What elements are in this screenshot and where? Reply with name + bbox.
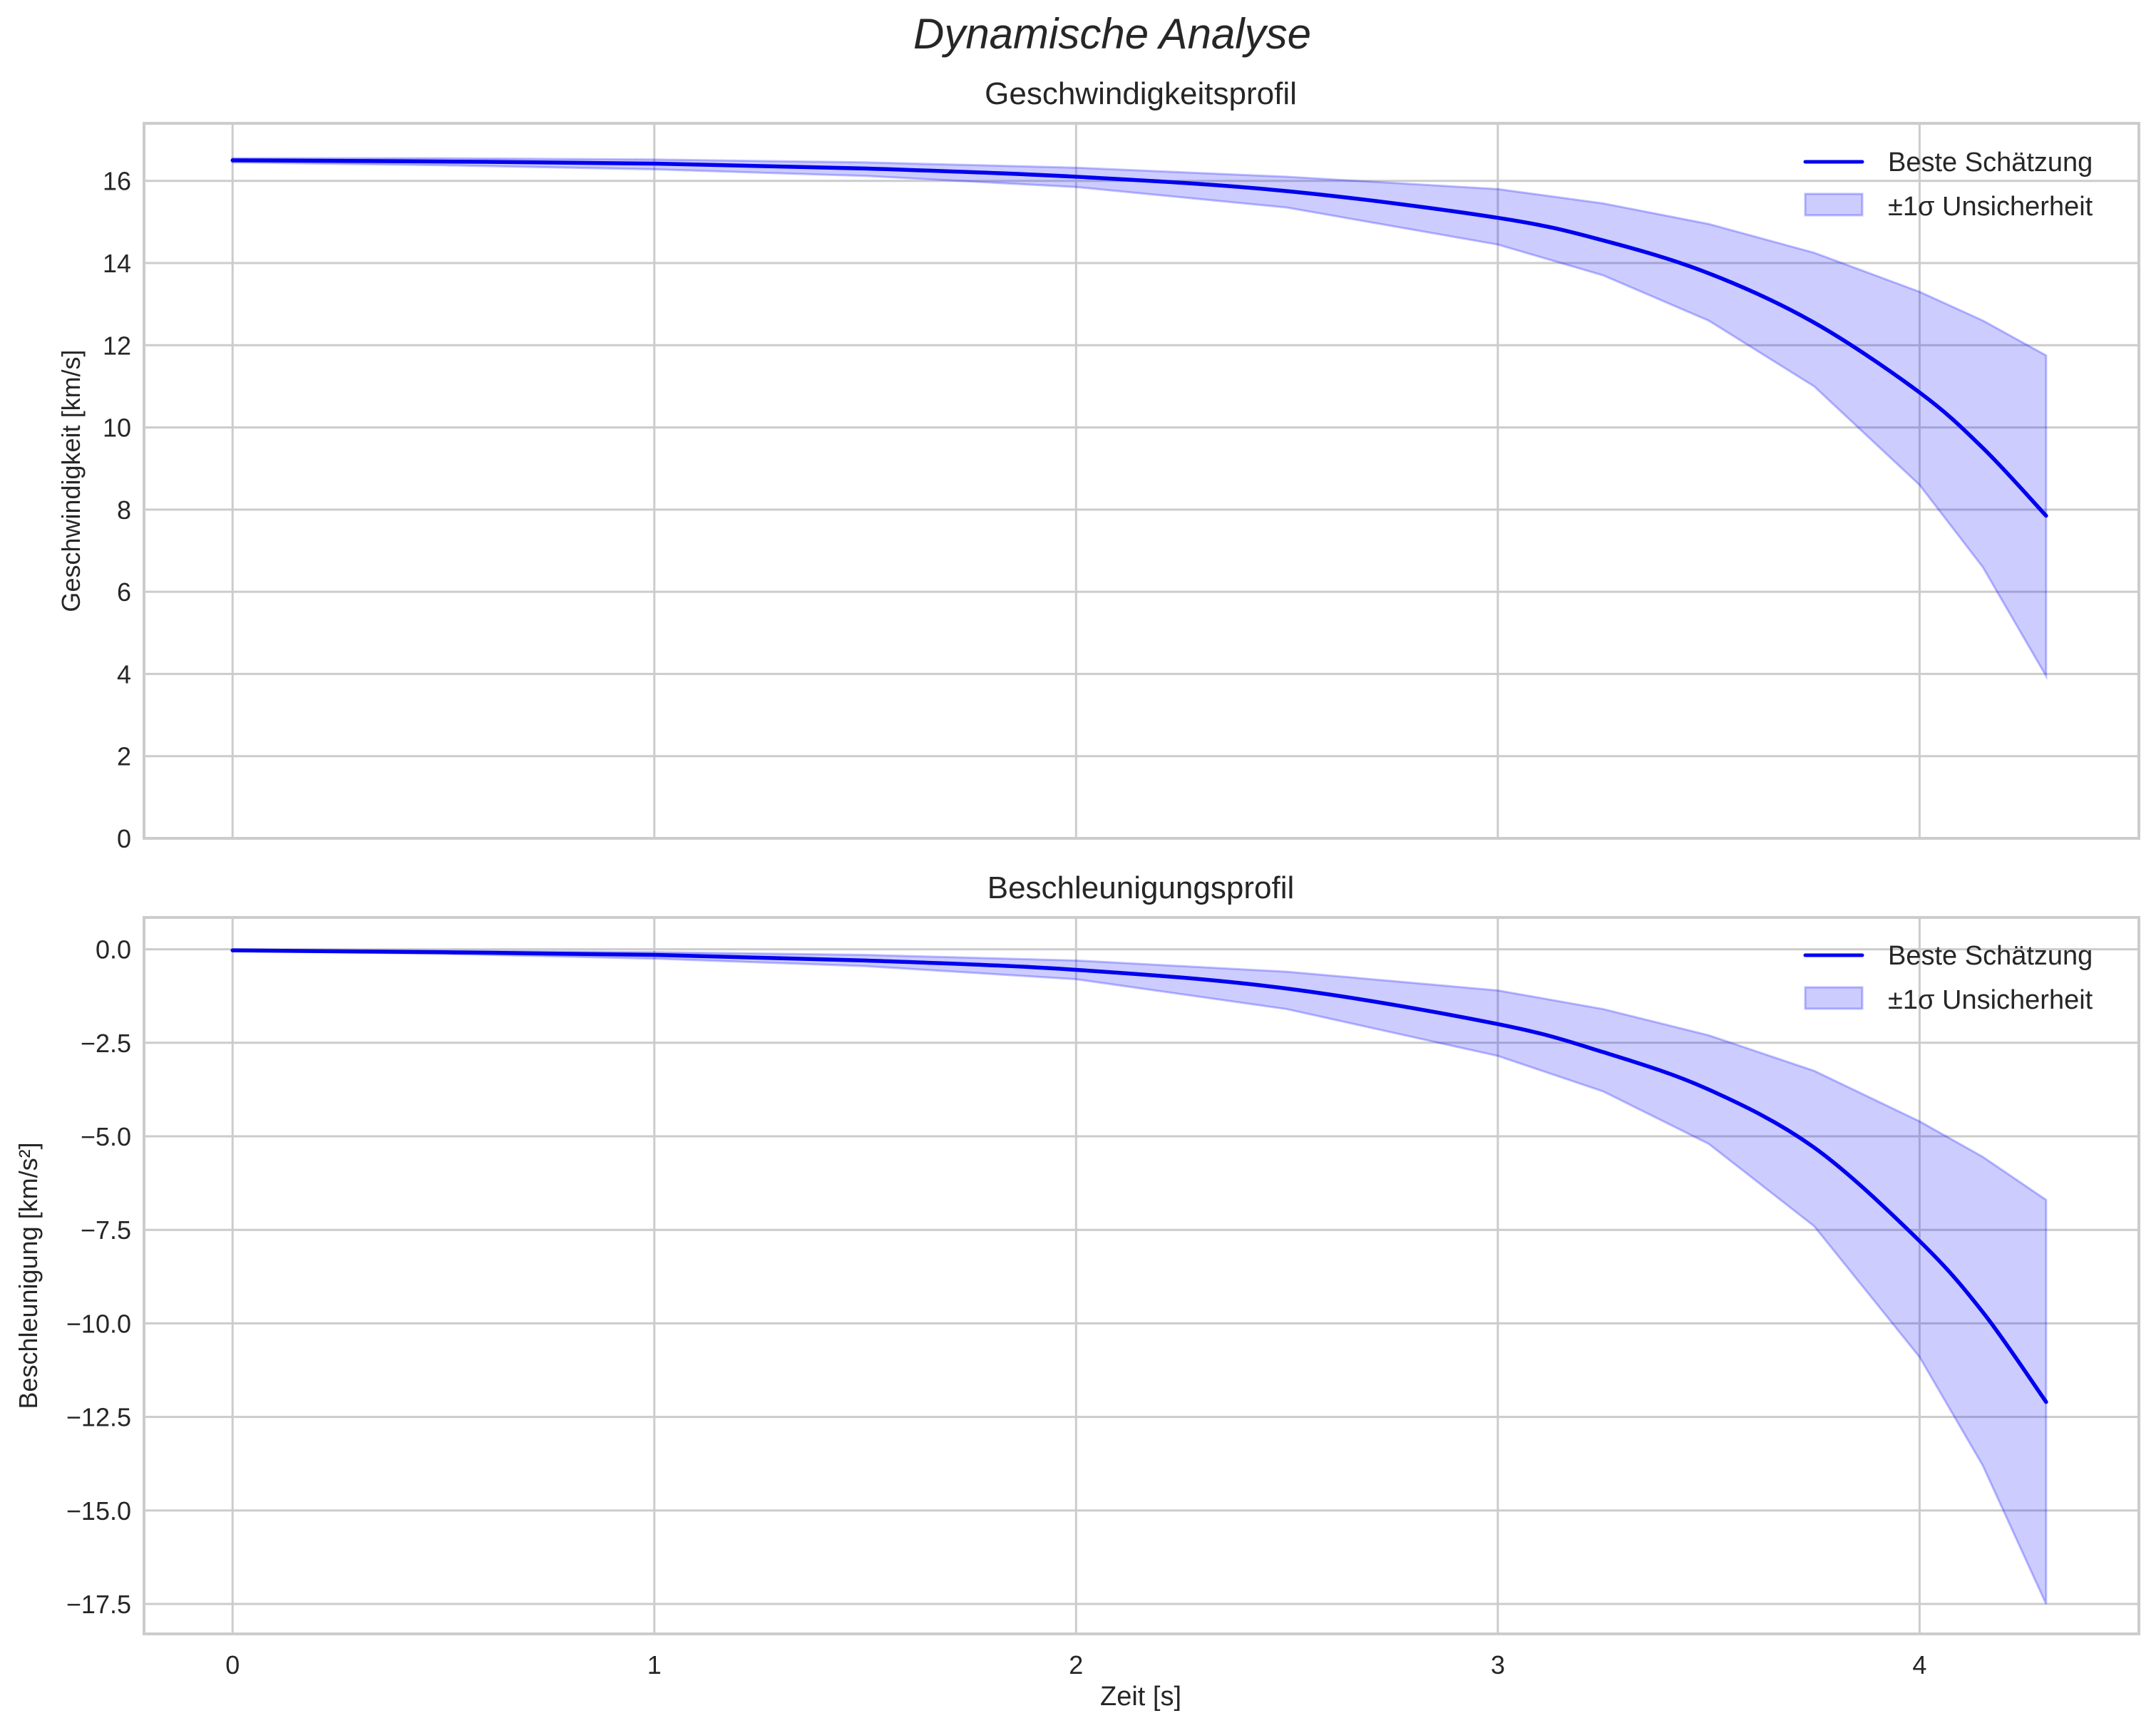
- x-tick-label: 3: [1491, 1650, 1505, 1680]
- y-tick-label: −15.0: [66, 1496, 131, 1526]
- y-tick-label: 14: [103, 249, 131, 278]
- velocity-axes-frame: [143, 122, 2140, 840]
- y-tick-label: −2.5: [81, 1029, 131, 1058]
- y-tick-label: −5.0: [81, 1122, 131, 1151]
- legend-band-swatch: [1804, 192, 1864, 217]
- acceleration-best-estimate-line: [230, 948, 2048, 1404]
- acceleration-y-axis-label: Beschleunigung [km/s²]: [14, 1142, 43, 1409]
- velocity-uncertainty-band: [231, 157, 2048, 680]
- y-tick-label: 2: [117, 742, 131, 771]
- velocity-y-axis-label: Geschwindigkeit [km/s]: [56, 349, 86, 612]
- y-tick-label: −10.0: [66, 1309, 131, 1338]
- y-tick-label: 12: [103, 331, 131, 360]
- x-tick-label: 2: [1069, 1650, 1083, 1680]
- y-tick-label: −12.5: [66, 1403, 131, 1432]
- x-tick-label: 4: [1912, 1650, 1926, 1680]
- acceleration-axes-frame: [143, 916, 2140, 1635]
- velocity-y-ticks: 0 2 4 6 8 10 12 14 16: [103, 167, 131, 853]
- figure-suptitle: Dynamische Analyse: [913, 10, 1311, 58]
- x-axis-label: Zeit [s]: [1100, 1682, 1181, 1712]
- acceleration-y-ticks: 0.0 −2.5 −5.0 −7.5 −10.0 −12.5 −15.0 −17.5: [66, 935, 131, 1619]
- acceleration-x-ticks: 0 1 2 3 4: [225, 1650, 1926, 1680]
- legend-label-best-estimate: Beste Schätzung: [1888, 148, 2093, 178]
- legend-label-uncertainty: ±1σ Unsicherheit: [1888, 192, 2093, 222]
- y-tick-label: 6: [117, 577, 131, 607]
- acceleration-legend: Beste Schätzung ±1σ Unsicherheit: [1803, 941, 2093, 1015]
- legend-label-best-estimate: Beste Schätzung: [1888, 941, 2093, 971]
- acceleration-subplot-title: Beschleunigungsprofil: [987, 870, 1295, 905]
- velocity-legend: Beste Schätzung ±1σ Unsicherheit: [1803, 148, 2093, 222]
- velocity-subplot-title: Geschwindigkeitsprofil: [985, 76, 1297, 111]
- velocity-best-estimate-line: [230, 158, 2048, 518]
- velocity-subplot: Geschwindigkeitsprofil 0 2 4 6 8 10 12 14 16 Ges…: [56, 76, 2140, 853]
- x-tick-label: 0: [225, 1650, 240, 1680]
- y-tick-label: −17.5: [66, 1590, 131, 1619]
- y-tick-label: −7.5: [81, 1215, 131, 1245]
- acceleration-subplot: Beschleunigungsprofil 0.0 −2.5 −5.0 −7.5 −10…: [14, 870, 2140, 1712]
- x-tick-label: 1: [647, 1650, 662, 1680]
- y-tick-label: 10: [103, 413, 131, 443]
- y-tick-label: 0.0: [96, 935, 131, 965]
- y-tick-label: 4: [117, 659, 131, 689]
- y-tick-label: 0: [117, 824, 131, 853]
- y-tick-label: 16: [103, 167, 131, 196]
- acceleration-uncertainty-band: [231, 948, 2048, 1605]
- legend-band-swatch: [1804, 986, 1864, 1010]
- acceleration-grid: [144, 917, 2139, 1634]
- legend-label-uncertainty: ±1σ Unsicherheit: [1888, 985, 2093, 1015]
- y-tick-label: 8: [117, 495, 131, 525]
